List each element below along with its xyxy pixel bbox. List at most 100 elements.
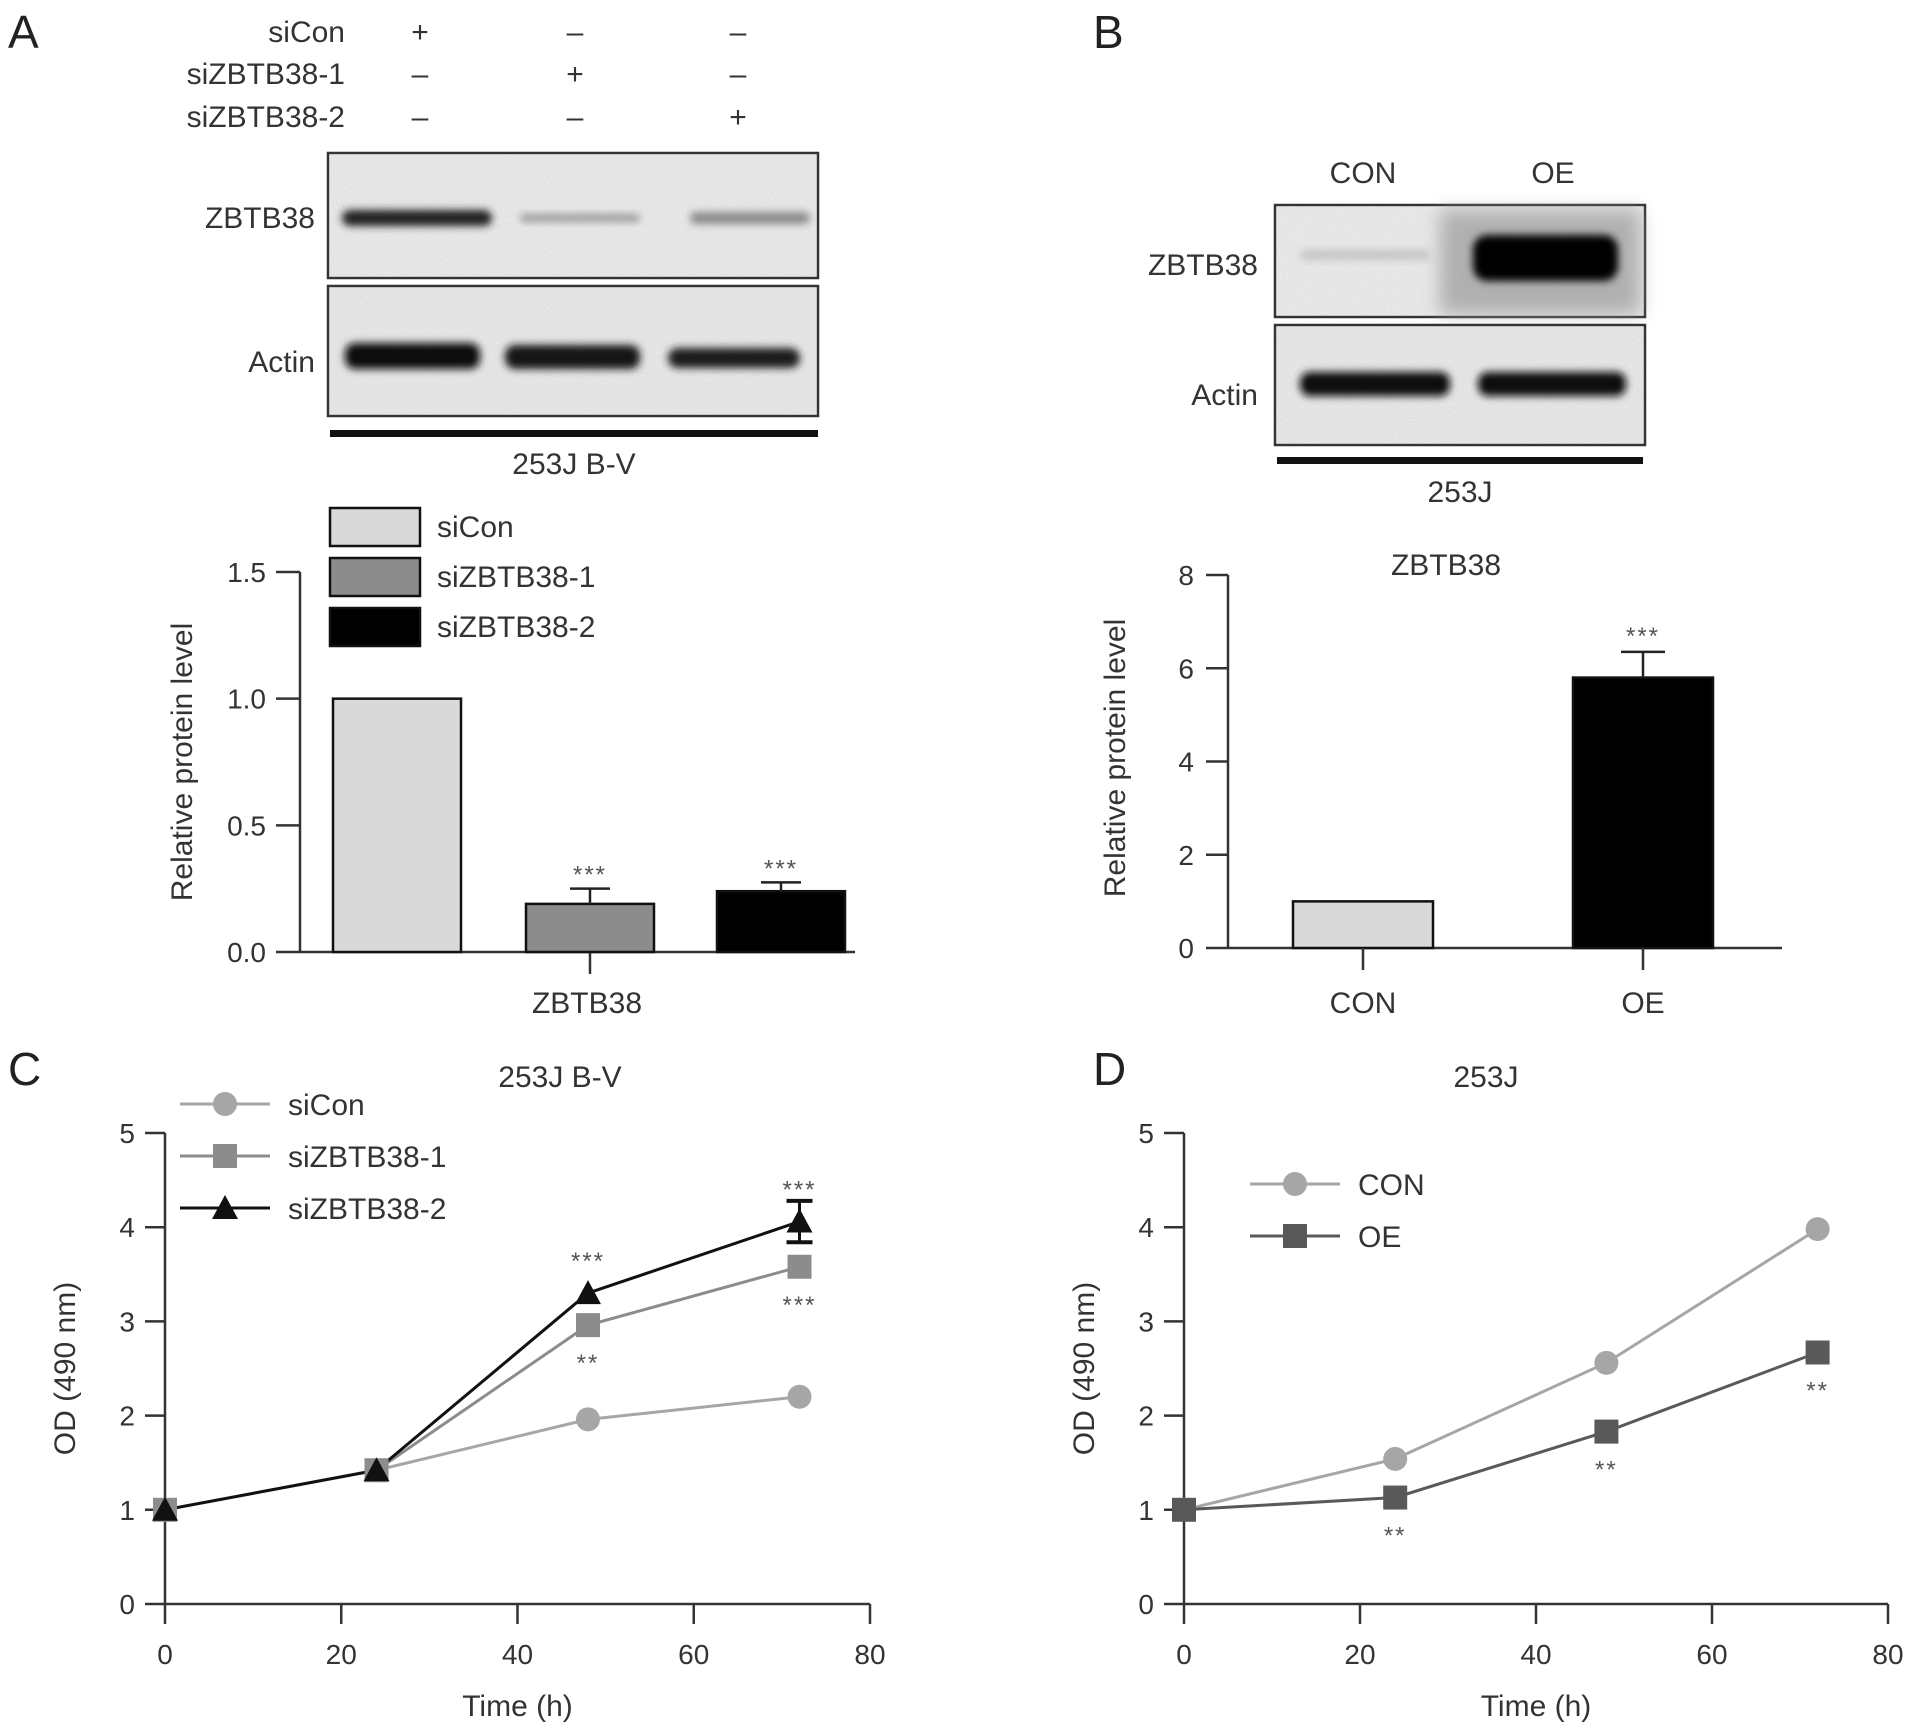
blot-band [520,214,640,222]
data-point [575,1280,601,1305]
x-axis-label: Time (h) [1481,1690,1592,1723]
condition-mark: – [567,101,584,134]
x-tick-label: 20 [1344,1639,1375,1670]
blot-band [668,348,800,368]
chart-title: 253J [1453,1061,1518,1094]
series-line [164,1265,800,1512]
condition-label-sizbtb38-1: siZBTB38-1 [187,58,345,91]
blot-band [1478,372,1626,396]
significance-label: *** [782,1177,816,1204]
significance-label: *** [571,1248,605,1275]
y-tick-label: 0.5 [227,810,266,841]
legend-swatch [328,506,422,548]
y-tick-label: 1.5 [227,557,266,588]
y-tick-label: 4 [1138,1212,1154,1243]
x-tick-label: 20 [326,1639,357,1670]
series-line [1183,1351,1819,1512]
data-point [1805,1340,1830,1365]
data-point [213,1144,237,1168]
bar [715,889,847,954]
x-tick-label: 0 [157,1639,173,1670]
series-line [164,1220,800,1512]
panel-c: C 0 1 2 3 4 5 0 20 40 60 80 Time (h) OD (490 nm) 253J… [8,1043,886,1723]
data-point [786,1208,813,1233]
significance-label: ** [1595,1457,1618,1484]
y-tick-label: 1.0 [227,684,266,715]
condition-mark: + [411,16,429,49]
data-point [1283,1172,1307,1196]
bar [331,697,463,954]
data-point [1172,1497,1196,1522]
y-tick-label: 1 [1138,1495,1154,1526]
panel-d-letter: D [1093,1043,1126,1095]
panel-b-western-blot: CON OE ZBTB38 Actin 253J [1148,157,1647,509]
data-point [1594,1350,1619,1375]
chart-d-line: 0 1 2 3 4 5 0 20 40 60 80 Time (h) OD (490 nm) 253J CO… [1068,1061,1904,1723]
bar [1571,676,1715,950]
panel-c-letter: C [8,1043,41,1095]
chart-a-bar: 0.0 0.5 1.0 1.5 Relative protein level ZBTB38… [166,506,855,1020]
data-point [1383,1485,1408,1510]
series-line [1183,1227,1819,1512]
data-point [1805,1217,1830,1242]
x-axis-label: Time (h) [462,1690,573,1723]
x-tick-label: 60 [1696,1639,1727,1670]
y-tick-label: 2 [1138,1401,1154,1432]
blot-band [342,210,492,226]
blot-band [1473,235,1618,281]
data-point [576,1313,600,1338]
panel-b-letter: B [1093,6,1124,58]
condition-mark: – [730,58,747,91]
y-axis-label: OD (490 nm) [1068,1282,1101,1455]
x-tick-label: 40 [502,1639,533,1670]
blot-band [1300,250,1430,260]
blot-band [690,212,810,224]
y-tick-label: 0 [1138,1589,1154,1620]
x-tick-label: OE [1621,987,1664,1020]
blot-label-actin: Actin [248,346,315,379]
bar [524,902,656,954]
panel-a: A siCon siZBTB38-1 siZBTB38-2 + – – – + … [8,6,855,1020]
y-tick-label: 4 [119,1212,135,1243]
blot-label-zbtb38: ZBTB38 [205,202,315,235]
panel-a-letter: A [8,6,39,58]
x-tick-label: CON [1330,987,1397,1020]
panel-d: D 0 1 2 3 4 5 0 20 40 60 80 Time (h) OD (490 nm) 253J… [1068,1043,1904,1723]
chart-title: 253J B-V [498,1061,621,1094]
legend-label: OE [1358,1221,1401,1254]
significance-label: *** [764,855,798,882]
condition-label-sicon: siCon [268,16,345,49]
blot-band [1300,372,1450,396]
y-tick-label: 0.0 [227,937,266,968]
y-tick-label: 2 [1178,840,1194,871]
legend-label: siCon [437,511,514,544]
data-point [212,1195,238,1219]
data-point [1383,1446,1408,1471]
chart-b-bar: 0 2 4 6 8 Relative protein level ZBTB38 CON OE **… [1099,549,1782,1020]
y-tick-label: 8 [1178,560,1194,591]
blot-label-actin: Actin [1191,379,1258,412]
legend-label: CON [1358,1169,1425,1202]
x-tick-label: 60 [678,1639,709,1670]
cell-line-bar [330,430,818,437]
legend-swatch [328,556,422,598]
condition-label-sizbtb38-2: siZBTB38-2 [187,101,345,134]
y-axis-label: Relative protein level [166,623,199,901]
chart-title: ZBTB38 [1391,549,1501,582]
legend-swatch [328,606,422,648]
y-tick-label: 2 [119,1401,135,1432]
x-tick-label: 40 [1520,1639,1551,1670]
y-axis-label: Relative protein level [1099,619,1132,897]
y-tick-label: 6 [1178,653,1194,684]
significance-label: ** [577,1350,600,1377]
legend-label: siZBTB38-2 [437,611,595,644]
data-point [787,1254,812,1279]
y-tick-label: 1 [119,1495,135,1526]
x-tick-label: 80 [854,1639,885,1670]
condition-mark: – [412,101,429,134]
blot-label-zbtb38: ZBTB38 [1148,249,1258,282]
x-tick-label: 80 [1872,1639,1903,1670]
data-point [787,1384,812,1409]
cell-line-label: 253J [1427,476,1492,509]
